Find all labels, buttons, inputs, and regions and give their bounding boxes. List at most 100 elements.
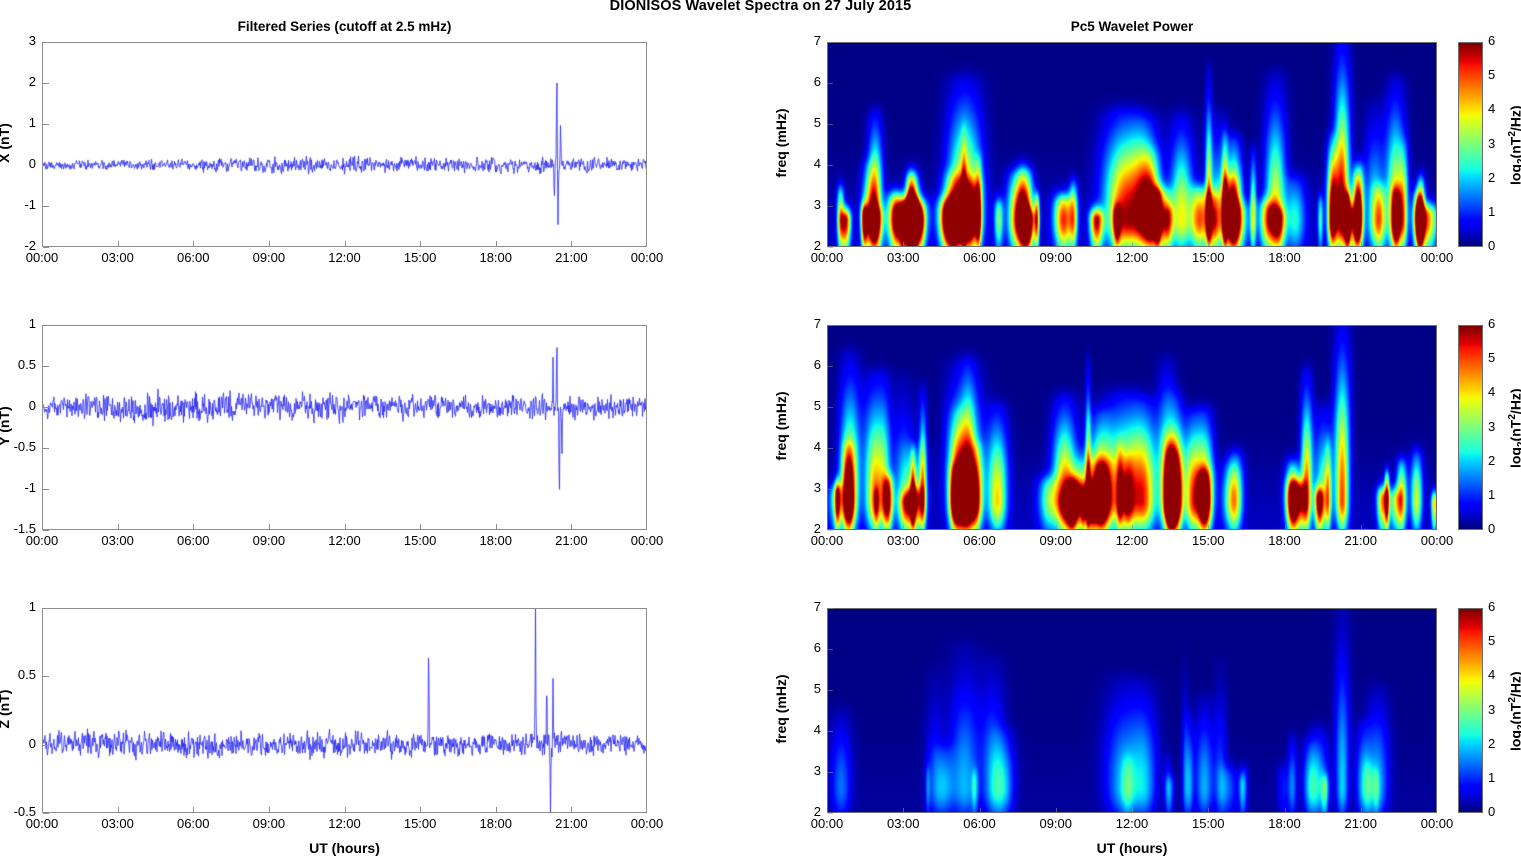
x-tick-mark: [571, 807, 573, 812]
y-tick-mark: [43, 448, 49, 449]
x-tick-label: 09:00: [1039, 250, 1073, 265]
y-tick-mark: [43, 165, 49, 166]
colorbar-tick-label: 5: [1488, 350, 1496, 366]
x-tick-label: 18:00: [1268, 250, 1301, 265]
x-tick-mark: [420, 807, 422, 812]
x-tick-mark: [495, 807, 497, 812]
x-tick-mark: [268, 241, 270, 246]
x-tick-mark: [1132, 242, 1133, 246]
x-tick-label: 06:00: [176, 250, 210, 265]
x-tick-mark: [1132, 808, 1133, 812]
colorbar-gradient: [1459, 43, 1482, 246]
x-tick-label: 06:00: [176, 533, 210, 548]
x-tick-label: 21:00: [1344, 533, 1378, 548]
x-tick-mark: [1360, 242, 1362, 246]
x-axis-label-right: UT (hours): [1096, 840, 1168, 856]
freq-tick-label: 3: [813, 197, 821, 212]
timeseries-axes-0[interactable]: [42, 42, 647, 247]
x-tick-label: 15:00: [1191, 533, 1225, 548]
freq-tick-label: 6: [813, 74, 821, 89]
x-tick-label: 00:00: [25, 533, 59, 548]
colorbar-tick-label: 4: [1488, 667, 1496, 683]
colorbar-tick-label: 0: [1488, 238, 1496, 253]
x-tick-label: 18:00: [479, 816, 513, 831]
colorbar-tick-label: 0: [1488, 521, 1496, 536]
x-tick-label: 12:00: [1115, 816, 1149, 831]
colorbar-tick-label: 3: [1488, 135, 1496, 151]
freq-tick-label: 5: [813, 115, 821, 130]
spectrogram-axes-1[interactable]: [827, 325, 1437, 530]
freq-tick-mark: [828, 407, 833, 408]
x-tick-mark: [344, 524, 346, 529]
freq-tick-label: 3: [813, 763, 821, 778]
x-axis-label-left: UT (hours): [309, 840, 380, 856]
y-tick-label: 1: [28, 115, 36, 130]
spectrogram-axes-0[interactable]: [827, 42, 1437, 247]
x-tick-mark: [193, 807, 195, 812]
timeseries-axes-1[interactable]: [42, 325, 647, 530]
freq-tick-mark: [828, 247, 833, 248]
x-tick-label: 00:00: [810, 816, 844, 831]
x-tick-mark: [1055, 525, 1057, 529]
x-tick-mark: [1284, 808, 1286, 812]
figure-title: DIONISOS Wavelet Spectra on 27 July 2015: [609, 0, 912, 14]
freq-tick-mark: [828, 530, 833, 531]
x-tick-label: 00:00: [1420, 816, 1454, 831]
y-tick-mark: [43, 124, 49, 125]
freq-tick-mark: [828, 772, 833, 773]
freq-tick-label: 7: [813, 316, 821, 331]
x-tick-label: 15:00: [403, 250, 437, 265]
x-tick-label: 09:00: [1039, 533, 1073, 548]
x-tick-mark: [1208, 242, 1210, 246]
freq-tick-label: 5: [813, 681, 821, 696]
colorbar-tick-label: 1: [1488, 486, 1496, 502]
y-tick-mark: [43, 206, 49, 207]
y-tick-mark: [43, 530, 49, 531]
y-tick-label: 1: [28, 599, 36, 614]
x-tick-label: 00:00: [1420, 250, 1454, 265]
freq-tick-label: 2: [813, 238, 821, 253]
freq-tick-label: 7: [813, 599, 821, 614]
y-tick-label: 0.5: [17, 357, 36, 372]
y-tick-label: 0: [28, 156, 36, 171]
x-tick-label: 03:00: [886, 250, 920, 265]
y-tick-mark: [43, 407, 49, 408]
y-tick-mark: [43, 813, 49, 814]
x-tick-label: 06:00: [176, 816, 210, 831]
freq-tick-mark: [828, 813, 833, 814]
x-tick-label: 09:00: [252, 533, 286, 548]
y-tick-mark: [43, 676, 49, 678]
y-axis-label-0: X (nT): [0, 122, 12, 163]
freq-tick-label: 3: [813, 480, 821, 495]
colorbar-1[interactable]: [1458, 325, 1483, 530]
timeseries-plot-1: [43, 326, 646, 529]
freq-tick-mark: [828, 649, 833, 650]
x-tick-mark: [193, 524, 195, 529]
x-tick-label: 03:00: [886, 816, 920, 831]
freq-axis-label-2: freq (mHz): [773, 673, 789, 744]
x-tick-label: 21:00: [1344, 816, 1378, 831]
colorbar-tick-label: 3: [1488, 418, 1496, 434]
x-tick-mark: [1208, 808, 1210, 812]
spectrogram-image-1: [828, 326, 1436, 529]
colorbar-tick-label: 5: [1488, 67, 1496, 83]
y-tick-mark: [43, 608, 49, 609]
colorbar-2[interactable]: [1458, 608, 1483, 813]
x-tick-mark: [344, 807, 346, 812]
x-tick-label: 00:00: [1420, 533, 1454, 548]
colorbar-0[interactable]: [1458, 42, 1483, 247]
y-tick-label: 0.5: [17, 667, 36, 683]
freq-axis-label-1: freq (mHz): [773, 390, 789, 461]
x-tick-mark: [903, 242, 905, 246]
timeseries-axes-2[interactable]: [42, 608, 647, 813]
x-tick-label: 03:00: [101, 533, 134, 548]
x-tick-label: 00:00: [810, 250, 844, 265]
freq-tick-mark: [828, 366, 833, 367]
colorbar-tick-label: 2: [1488, 169, 1496, 185]
freq-tick-label: 6: [813, 357, 821, 372]
freq-tick-mark: [828, 448, 833, 449]
spectrogram-axes-2[interactable]: [827, 608, 1437, 813]
x-tick-mark: [571, 524, 573, 529]
x-tick-mark: [117, 524, 119, 529]
